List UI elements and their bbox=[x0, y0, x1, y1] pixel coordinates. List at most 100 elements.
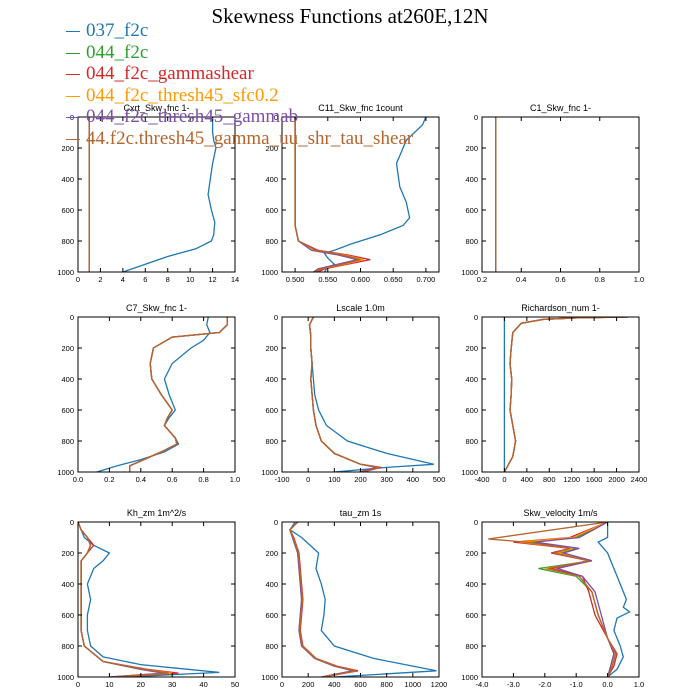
y-tick-label: 200 bbox=[61, 344, 74, 353]
y-tick-label: 1000 bbox=[461, 268, 478, 277]
series-group bbox=[488, 522, 631, 677]
x-tick-label: 0 bbox=[76, 680, 80, 689]
y-tick-label: 400 bbox=[265, 580, 278, 589]
x-tick-label: 1.0 bbox=[230, 475, 240, 484]
legend-item: 44.f2c.thresh45_gamma_uu_shr_tau_shear bbox=[66, 128, 413, 150]
legend-item: 044_f2c_gammashear bbox=[66, 63, 413, 85]
panel-title: Cxrt_Skw_fnc 1- bbox=[123, 103, 189, 113]
series-line bbox=[78, 522, 173, 677]
x-tick-label: -3.0 bbox=[507, 680, 520, 689]
panel-title: Lscale 1.0m bbox=[336, 303, 385, 313]
series-line bbox=[503, 317, 628, 472]
y-tick-label: 800 bbox=[61, 237, 74, 246]
legend-line-icon bbox=[66, 95, 80, 97]
x-tick-label: 300 bbox=[380, 475, 393, 484]
y-tick-label: 800 bbox=[61, 642, 74, 651]
series-line bbox=[503, 317, 628, 472]
x-tick-label: 30 bbox=[168, 680, 176, 689]
y-tick-label: 600 bbox=[61, 611, 74, 620]
series-line bbox=[294, 117, 361, 272]
x-tick-label: 0.0 bbox=[73, 475, 83, 484]
x-tick-label: 800 bbox=[543, 475, 556, 484]
x-tick-label: 0 bbox=[306, 475, 310, 484]
series-group bbox=[78, 522, 220, 677]
x-tick-label: 2000 bbox=[608, 475, 625, 484]
y-tick-label: 600 bbox=[465, 206, 478, 215]
series-line bbox=[308, 317, 381, 472]
x-tick-label: 50 bbox=[231, 680, 239, 689]
series-line bbox=[129, 317, 228, 472]
series-line bbox=[129, 317, 228, 472]
series-line bbox=[289, 522, 357, 677]
x-tick-label: 6 bbox=[143, 275, 147, 284]
series-line bbox=[535, 522, 615, 677]
y-tick-label: 200 bbox=[61, 144, 74, 153]
x-tick-label: 0.2 bbox=[104, 475, 114, 484]
x-tick-label: 0.0 bbox=[602, 680, 612, 689]
figure-title: Skewness Functions at260E,12N bbox=[211, 4, 489, 28]
x-tick-label: -1.0 bbox=[570, 680, 583, 689]
x-tick-label: 10 bbox=[186, 275, 194, 284]
x-tick-label: -400 bbox=[474, 475, 489, 484]
x-tick-label: 100 bbox=[328, 475, 341, 484]
series-line bbox=[96, 317, 211, 472]
legend-line-icon bbox=[66, 138, 80, 140]
x-tick-label: 1000 bbox=[404, 680, 421, 689]
x-tick-label: 400 bbox=[328, 680, 341, 689]
y-tick-label: 0 bbox=[70, 518, 74, 527]
series-group bbox=[308, 317, 434, 472]
x-tick-label: 1600 bbox=[586, 475, 603, 484]
x-tick-label: 0.8 bbox=[595, 275, 605, 284]
y-tick-label: 400 bbox=[265, 375, 278, 384]
series-group bbox=[88, 117, 217, 272]
x-tick-label: 0.8 bbox=[198, 475, 208, 484]
series-line bbox=[513, 522, 618, 677]
panel-title: Richardson_num 1- bbox=[521, 303, 600, 313]
series-group bbox=[503, 317, 628, 472]
y-tick-label: 800 bbox=[465, 642, 478, 651]
x-tick-label: 1200 bbox=[431, 680, 448, 689]
series-line bbox=[289, 522, 355, 677]
x-tick-label: 0.2 bbox=[477, 275, 487, 284]
series-group bbox=[294, 117, 427, 272]
legend-item: 044_f2c bbox=[66, 42, 413, 64]
panel-title: C7_Skw_fnc 1- bbox=[126, 303, 187, 313]
series-line bbox=[308, 317, 434, 472]
x-tick-label: 0.4 bbox=[516, 275, 526, 284]
series-line bbox=[323, 117, 427, 272]
y-tick-label: 0 bbox=[274, 113, 278, 122]
legend-item: 044_f2c_thresh45_gammab bbox=[66, 106, 413, 128]
legend-line-icon bbox=[66, 31, 80, 33]
series-line bbox=[503, 317, 628, 472]
y-tick-label: 200 bbox=[265, 144, 278, 153]
y-tick-label: 200 bbox=[265, 549, 278, 558]
y-tick-label: 200 bbox=[61, 549, 74, 558]
legend-item: 044_f2c_thresh45_sfc0.2 bbox=[66, 85, 413, 107]
x-tick-label: -4.0 bbox=[476, 680, 489, 689]
x-tick-label: 0.4 bbox=[136, 475, 146, 484]
plot-frame bbox=[281, 316, 440, 473]
y-tick-label: 800 bbox=[465, 437, 478, 446]
chart-panel: Skw_velocity 1m/s 0 200 400 600 800 1000-4.0 -3… bbox=[461, 508, 644, 689]
plot-frame bbox=[481, 521, 640, 678]
x-tick-label: 200 bbox=[354, 475, 367, 484]
y-tick-label: 800 bbox=[265, 642, 278, 651]
x-tick-label: 0.6 bbox=[555, 275, 565, 284]
series-line bbox=[288, 522, 437, 677]
y-tick-label: 400 bbox=[465, 580, 478, 589]
y-tick-label: 0 bbox=[474, 518, 478, 527]
y-tick-label: 0 bbox=[70, 313, 74, 322]
legend-line-icon bbox=[66, 52, 80, 54]
y-tick-label: 1000 bbox=[261, 268, 278, 277]
series-line bbox=[289, 522, 353, 677]
series-line bbox=[308, 317, 379, 472]
series-line bbox=[503, 317, 628, 472]
legend-line-icon bbox=[66, 117, 80, 119]
series-group bbox=[96, 317, 228, 472]
series-line bbox=[597, 522, 631, 677]
chart-panel: Lscale 1.0m 0 200 400 600 800 1000-100 0 100 200 3… bbox=[261, 303, 445, 484]
panel-title: C1_Skw_fnc 1- bbox=[530, 103, 591, 113]
panel-title: C11_Skw_fnc 1count bbox=[318, 103, 403, 113]
